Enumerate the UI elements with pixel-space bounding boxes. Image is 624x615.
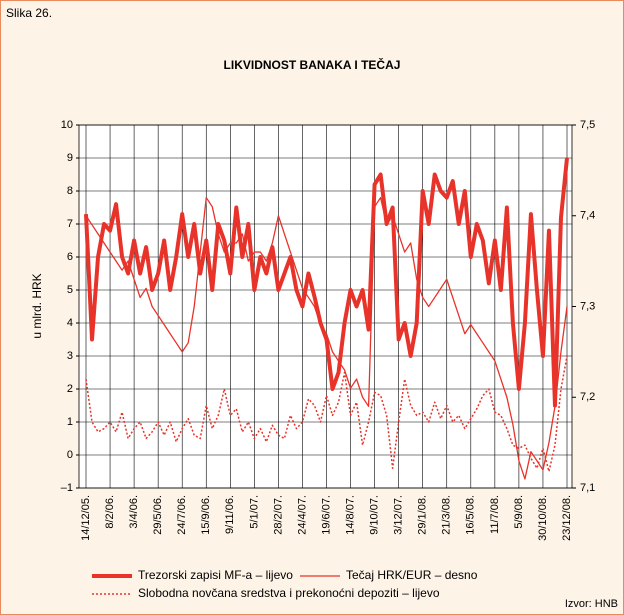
series-line <box>84 157 569 408</box>
y-tick-label: 5 <box>67 284 73 296</box>
x-tick-label: 14/12/05. <box>80 495 92 541</box>
series-line <box>85 196 568 480</box>
x-tick-label: 29/1/08. <box>417 495 429 535</box>
x-tick-label: 11/7/08. <box>489 495 501 534</box>
y-tick-label: 0 <box>67 449 73 461</box>
x-tick-label: 24/4/07. <box>296 495 308 535</box>
plot-border <box>78 124 573 489</box>
series-line <box>85 355 568 473</box>
x-tick-label: 16/5/08. <box>465 495 477 535</box>
y2-tick-label: 7,1 <box>580 482 595 494</box>
y-tick-label: 7 <box>67 218 73 230</box>
x-tick-label: 24/7/06. <box>176 495 188 535</box>
x-tick-label: 29/5/06. <box>152 495 164 535</box>
x-tick-label: 8/2/06. <box>104 495 116 529</box>
plot-area <box>79 125 572 488</box>
legend-label: Trezorski zapisi MF-a – lijevo <box>138 568 293 582</box>
x-tick-label: 9/10/07. <box>369 495 381 535</box>
legend-label: Tečaj HRK/EUR – desno <box>346 568 478 582</box>
x-tick-label: 21/3/08. <box>441 495 453 535</box>
y-tick-label: 3 <box>67 350 73 362</box>
x-tick-label: 14/8/07. <box>344 495 356 535</box>
y2-tick-label: 7,5 <box>580 119 595 131</box>
y2-tick-label: 7,3 <box>580 300 595 312</box>
x-tick-label: 19/6/07. <box>320 495 332 535</box>
source: Izvor: HNB <box>565 598 618 610</box>
chart-title: LIKVIDNOST BANAKA I TEČAJ <box>224 57 401 72</box>
y2-tick-label: 7,4 <box>580 210 595 222</box>
y-tick-label: 1 <box>67 416 73 428</box>
x-tick-label: 23/12/08. <box>561 495 573 541</box>
y-tick-label: 8 <box>67 185 73 197</box>
x-tick-label: 9/11/06. <box>224 495 236 534</box>
y-tick-label: 2 <box>67 383 73 395</box>
y-tick-label: –1 <box>61 482 73 494</box>
x-tick-label: 5/1/07. <box>248 495 260 529</box>
y-tick-label: 6 <box>67 251 73 263</box>
x-tick-label: 30/10/08. <box>537 495 549 541</box>
legend-label: Slobodna novčana sredstva i prekonoćni d… <box>138 586 440 600</box>
x-tick-label: 28/2/07. <box>272 495 284 535</box>
y-axis-label: u mlrd. HRK <box>30 273 44 338</box>
figure-label: Slika 26. <box>6 6 52 20</box>
x-tick-label: 5/9/08. <box>513 495 525 529</box>
x-tick-label: 3/12/07. <box>393 495 405 535</box>
y-tick-label: 4 <box>67 317 73 329</box>
y2-tick-label: 7,2 <box>580 391 595 403</box>
x-tick-label: 3/4/06. <box>128 495 140 529</box>
y-tick-label: 9 <box>67 152 73 164</box>
x-tick-label: 15/9/06. <box>200 495 212 535</box>
y-tick-label: 10 <box>61 119 73 131</box>
